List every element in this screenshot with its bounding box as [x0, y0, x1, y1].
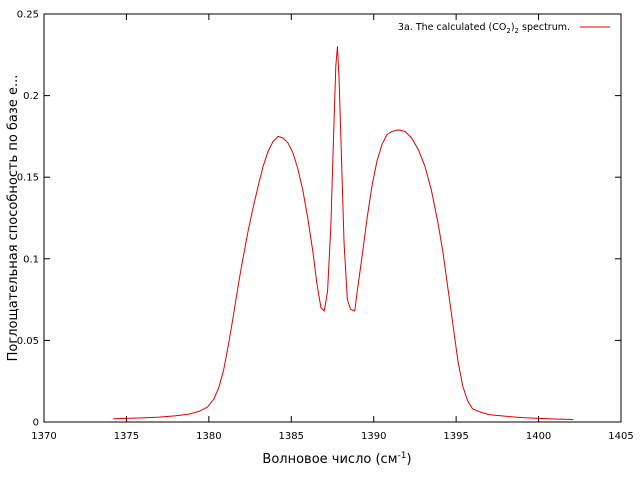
y-tick-label: 0: [33, 418, 39, 429]
axis-ticks: [43, 13, 622, 423]
series-layer: [113, 46, 574, 421]
legend-label: 3a. The calculated (CO2)2 spectrum.: [398, 22, 570, 35]
x-tick-label: 1400: [526, 431, 551, 442]
x-tick-label: 1395: [443, 431, 468, 442]
x-tick-label: 1370: [31, 431, 56, 442]
x-tick-label: 1390: [361, 431, 386, 442]
x-tick-label: 1385: [279, 431, 304, 442]
y-tick-label: 0.05: [17, 336, 39, 347]
x-tick-label: 1405: [608, 431, 633, 442]
x-tick-label: 1375: [114, 431, 139, 442]
y-tick-label: 0.25: [17, 10, 39, 21]
y-tick-label: 0.1: [23, 254, 39, 265]
legend: 3a. The calculated (CO2)2 spectrum.: [398, 22, 610, 35]
y-tick-label: 0.2: [23, 91, 39, 102]
x-tick-label: 1380: [196, 431, 221, 442]
axis-tick-labels: 1370 1375 1380 1385 1390 1395 1400 1405 0 0.05 0.1…: [17, 10, 634, 443]
plot-frame: [43, 13, 622, 423]
spectrum-line: [113, 46, 574, 421]
y-axis-label: Поглощательная способность по базе е...: [6, 75, 21, 362]
y-tick-label: 0.15: [17, 173, 39, 184]
x-axis-label: Волновое число (см-1): [262, 451, 411, 467]
